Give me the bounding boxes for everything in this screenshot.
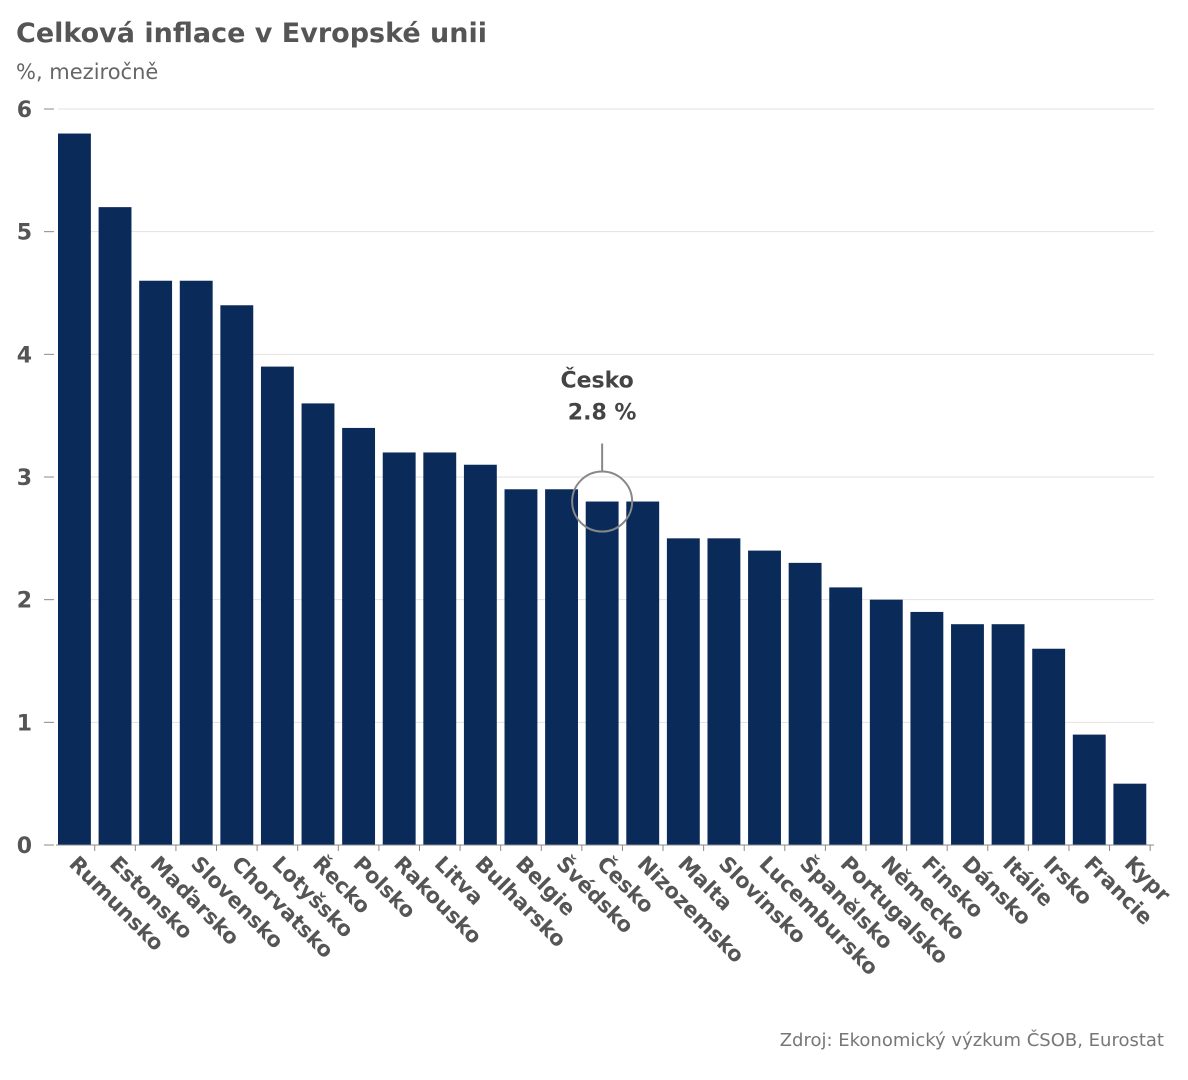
y-tick-label: 4 [17,343,32,368]
bar [301,403,335,845]
bar [1113,783,1147,845]
bar [504,489,538,845]
bar [910,611,944,845]
annotation-label: Česko [560,368,633,394]
chart-subtitle: %, meziročně [16,60,159,84]
y-tick-label: 2 [17,589,32,614]
bar [382,452,416,845]
y-tick-label: 6 [17,98,32,123]
bar [1072,734,1106,845]
bar [1032,648,1066,845]
bar [666,538,700,845]
annotation-value: 2.8 % [568,401,637,426]
y-tick-label: 0 [17,834,32,859]
y-tick-label: 1 [17,711,32,736]
y-tick-label: 3 [17,466,32,491]
bar [707,538,741,845]
bar [626,501,660,845]
bar [951,624,984,845]
y-tick-label: 5 [17,221,32,246]
bar [139,280,173,845]
bar [829,587,863,845]
bar [342,427,376,845]
bar [463,464,497,845]
bar [98,207,132,846]
bar [585,501,619,845]
bar [788,562,822,845]
bar [991,624,1025,845]
bar [260,366,294,845]
bar [58,133,91,846]
bar [220,305,254,845]
source-note: Zdroj: Ekonomický výzkum ČSOB, Eurostat [779,1030,1164,1051]
bar [423,452,457,845]
chart-title: Celková inflace v Evropské unii [16,18,488,49]
bar [748,550,781,845]
bar [869,599,903,845]
bar [179,280,213,845]
bar [545,489,578,845]
